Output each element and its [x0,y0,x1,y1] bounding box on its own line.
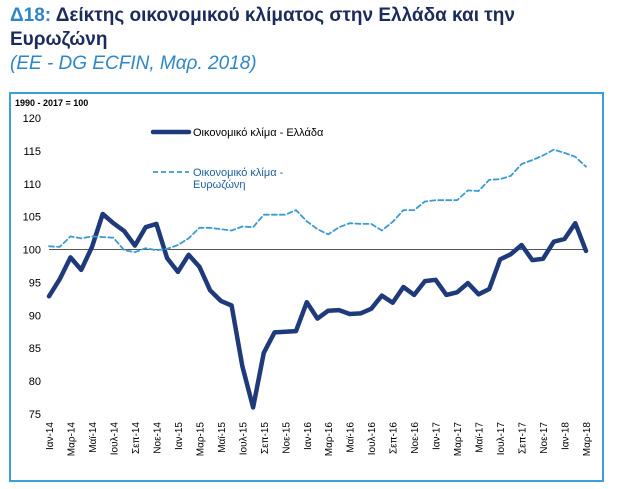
x-tick-label: Σεπ-16 [389,422,400,454]
x-tick-label: Μαϊ-15 [217,422,228,453]
x-tick-label: Σεπ-14 [131,422,142,454]
x-tick-label: Μαρ-17 [453,422,464,457]
legend-label-eurozone-line1: Οικονομικό κλίμα - [193,167,284,179]
x-tick-label: Νοε-14 [152,422,163,454]
x-tick-label: Νοε-15 [281,422,292,454]
x-tick-label: Μαϊ-14 [88,422,99,453]
y-tick-label: 90 [29,310,41,322]
x-tick-label: Μαρ-16 [324,422,335,457]
title-block: Δ18: Δείκτης οικονομικού κλίματος στην Ε… [10,4,610,76]
chart-frame: 1990 - 2017 = 100 75 80 85 90 95 100 105 110 115 1… [9,92,604,482]
x-tick-label: Μαϊ-16 [346,422,357,453]
x-tick-label: Σεπ-15 [260,422,271,454]
x-tick-label: Ιουλ-16 [367,422,378,456]
series-line-eurozone [48,148,587,254]
series-line-greece [46,211,589,410]
y-tick-label: 75 [29,409,41,421]
x-tick-label: Μαϊ-17 [475,422,486,453]
y-tick-label: 115 [23,146,41,158]
x-tick-label: Ιουλ-17 [496,422,507,456]
base-note: 1990 - 2017 = 100 [15,98,88,108]
y-tick-label: 85 [29,343,41,355]
figure-number: Δ18: [10,5,52,26]
page-subtitle: (ΕΕ - DG ECFIN, Μαρ. 2018) [10,53,257,74]
y-tick-label: 105 [23,212,41,224]
line-chart: 1990 - 2017 = 100 75 80 85 90 95 100 105 110 115 1… [15,98,593,457]
x-tick-label: Ιαν-17 [432,422,443,450]
y-tick-label: 95 [29,277,41,289]
y-tick-label: 120 [23,113,41,125]
x-tick-label: Μαρ-15 [195,422,206,457]
legend-label-eurozone-line2: Ευρωζώνη [193,179,246,191]
y-tick-label: 100 [23,245,41,257]
x-tick-label: Μαρ-14 [66,422,77,457]
y-tick-label: 110 [23,179,41,191]
x-tick-label: Σεπ-17 [518,422,529,454]
y-tick-label: 80 [29,376,41,388]
page-title: Δ18: Δείκτης οικονομικού κλίματος στην Ε… [10,4,610,52]
x-tick-label: Νοε-17 [539,422,550,454]
x-tick-label: Ιαν-16 [303,422,314,450]
x-tick-label: Μαρ-18 [582,422,593,457]
title-text: Δείκτης οικονομικού κλίματος στην Ελλάδα… [10,5,515,50]
x-tick-label: Ιουλ-14 [109,422,120,456]
x-tick-label: Νοε-16 [410,422,421,454]
x-tick-label: Ιαν-15 [174,422,185,450]
x-tick-label: Ιαν-18 [561,422,572,450]
legend-label-greece: Οικονομικό κλίμα - Ελλάδα [193,127,324,139]
x-tick-label: Ιουλ-15 [238,422,249,456]
x-tick-label: Ιαν-14 [45,422,56,450]
